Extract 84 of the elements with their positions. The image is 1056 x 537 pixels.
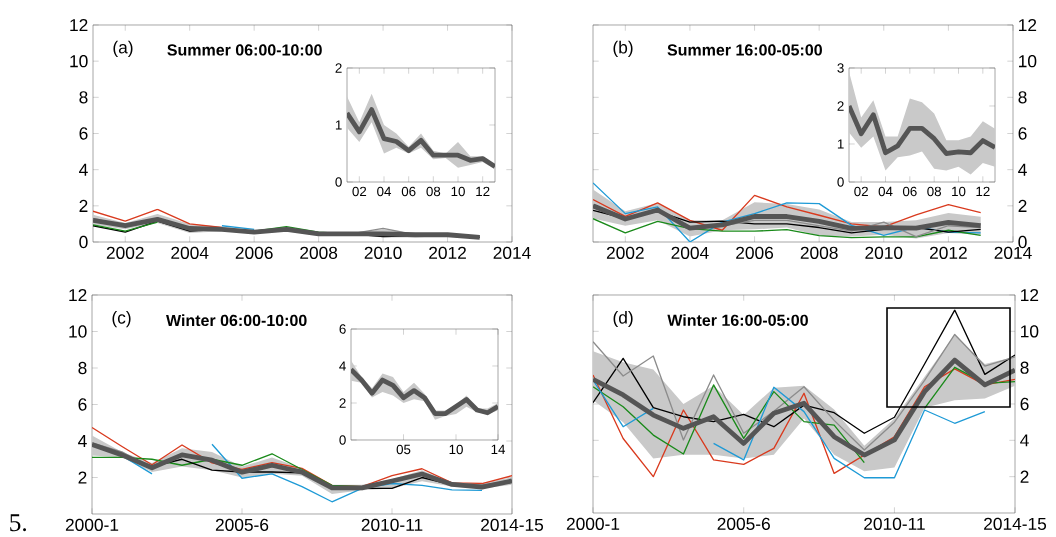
x-tick-label: 14 xyxy=(491,444,506,454)
x-tick-label: 04 xyxy=(878,186,893,197)
y-tick-label: 6 xyxy=(1020,397,1029,411)
y-tick-label: 8 xyxy=(78,361,87,375)
y-tick-label: 10 xyxy=(1021,325,1039,338)
y-tick-label: 4 xyxy=(78,435,87,447)
y-tick-label: 1 xyxy=(837,139,844,149)
annotation: (c) xyxy=(112,311,131,328)
y-tick-label: 12 xyxy=(70,18,88,32)
y-tick-label: 0 xyxy=(339,435,346,445)
y-tick-label: 6 xyxy=(78,398,87,411)
x-tick-label: 02 xyxy=(854,186,868,197)
text: Summer 06:00-10:00 xyxy=(167,44,322,56)
y-tick-label: 2 xyxy=(79,199,88,212)
line-series xyxy=(593,218,982,239)
y-tick-label: 10 xyxy=(69,325,87,338)
x-tick-label: 06 xyxy=(401,186,416,197)
y-tick-label: 6 xyxy=(339,324,346,334)
y-tick-label: 12 xyxy=(1021,288,1039,302)
y-tick-label: 2 xyxy=(339,398,346,408)
text: 5. xyxy=(10,514,27,532)
y-tick-label: 2 xyxy=(837,101,844,111)
y-tick-label: 8 xyxy=(79,91,88,104)
x-tick-label: 2008 xyxy=(800,246,838,259)
x-tick-label: 2010-11 xyxy=(864,517,925,530)
y-tick-label: 2 xyxy=(335,63,342,73)
x-tick-label: 2012 xyxy=(429,246,466,259)
x-tick-label: 10 xyxy=(952,186,966,197)
x-tick-label: 2004 xyxy=(171,246,209,259)
x-tick-label: 2005-6 xyxy=(717,517,770,530)
y-tick-label: 2 xyxy=(1020,470,1029,483)
y-tick-label: 8 xyxy=(1018,91,1027,104)
x-tick-label: 2014-15 xyxy=(481,518,544,531)
text: Winter 16:00-05:00 xyxy=(667,314,808,326)
y-tick-label: 2 xyxy=(78,471,87,484)
y-tick-label: 10 xyxy=(1019,55,1037,68)
text: Summer 16:00-05:00 xyxy=(667,44,822,56)
y-tick-label: 2 xyxy=(1018,199,1027,212)
x-tick-label: 2008 xyxy=(300,246,338,259)
x-tick-label: 08 xyxy=(927,186,942,197)
x-tick-label: 2002 xyxy=(606,246,644,259)
line-series xyxy=(593,309,1016,434)
annotation: (a) xyxy=(113,40,133,57)
x-tick-label: 02 xyxy=(352,186,367,197)
x-tick-label: 12 xyxy=(476,186,490,197)
y-tick-label: 10 xyxy=(70,55,88,68)
y-tick-label: 0 xyxy=(79,235,88,249)
x-tick-label: 12 xyxy=(976,186,990,197)
annotation: (b) xyxy=(613,40,633,57)
text: Winter 06:00-10:00 xyxy=(166,314,307,327)
x-tick-label: 2005-6 xyxy=(215,518,269,531)
annotation: (d) xyxy=(613,310,633,328)
x-tick-label: 05 xyxy=(396,444,411,455)
y-tick-label: 8 xyxy=(1020,361,1029,374)
x-tick-label: 2014-15 xyxy=(984,517,1047,530)
x-tick-label: 2012 xyxy=(929,246,967,259)
x-tick-label: 2010 xyxy=(865,246,903,259)
y-tick-label: 6 xyxy=(79,127,88,140)
x-tick-label: 2010 xyxy=(364,246,402,259)
x-tick-label: 2006 xyxy=(736,246,774,259)
y-tick-label: 4 xyxy=(1018,163,1027,176)
y-tick-label: 12 xyxy=(69,288,87,302)
x-tick-label: 2000-1 xyxy=(566,517,620,530)
y-tick-label: 1 xyxy=(335,120,342,130)
x-tick-label: 2006 xyxy=(235,246,273,259)
x-tick-label: 2002 xyxy=(106,246,144,259)
y-tick-label: 3 xyxy=(837,63,844,73)
y-tick-label: 4 xyxy=(1020,434,1029,447)
y-tick-label: 4 xyxy=(339,361,346,371)
x-tick-label: 2010-11 xyxy=(361,518,423,531)
line-series xyxy=(593,333,1016,451)
x-tick-label: 10 xyxy=(449,444,463,455)
x-tick-label: 08 xyxy=(426,186,441,197)
y-tick-label: 4 xyxy=(79,163,88,176)
y-tick-label: 12 xyxy=(1019,18,1037,32)
y-tick-label: 0 xyxy=(837,177,844,187)
x-tick-label: 2000-1 xyxy=(65,518,119,531)
x-tick-label: 2004 xyxy=(671,246,709,259)
x-tick-label: 10 xyxy=(451,186,465,197)
x-tick-label: 06 xyxy=(902,186,917,197)
x-tick-label: 04 xyxy=(377,186,392,197)
x-tick-label: 2014 xyxy=(493,246,531,259)
y-tick-label: 0 xyxy=(335,177,342,187)
y-tick-label: 6 xyxy=(1018,127,1027,140)
